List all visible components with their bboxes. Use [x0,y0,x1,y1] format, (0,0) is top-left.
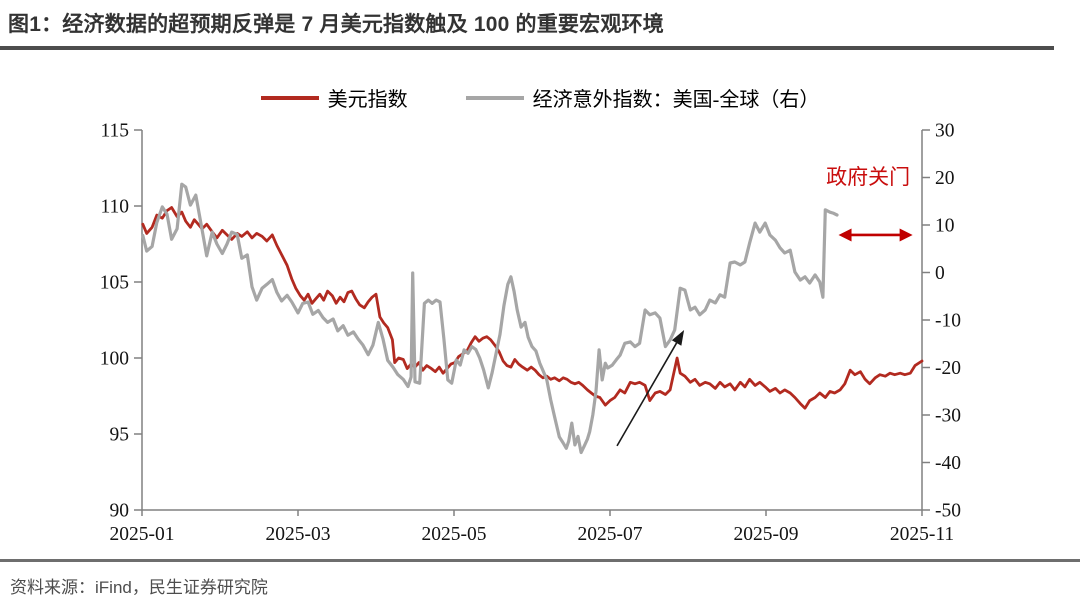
rebound-trend-arrow [616,342,678,447]
legend-label-usd-index: 美元指数 [327,89,408,111]
legend-item-surprise-index: 经济意外指数：美国-全球（右） [465,83,820,112]
right-tick-label: -30 [935,406,961,427]
right-tick-label: -20 [935,358,961,379]
government-shutdown-label: 政府关门 [826,165,910,189]
source-note: 资料来源：iFind，民生证券研究院 [0,559,1080,598]
legend-swatch-usd-index [260,95,319,100]
legend-label-surprise-index: 经济意外指数：美国-全球（右） [532,89,820,111]
legend-swatch-surprise-index [465,95,524,100]
x-tick-label: 2025-03 [266,524,331,545]
chart-legend: 美元指数 经济意外指数：美国-全球（右） [0,83,1080,112]
right-tick-label: 30 [935,121,955,142]
right-tick-label: 10 [935,216,955,237]
right-tick-label: -50 [935,501,961,522]
right-tick-label: 0 [935,263,945,284]
rebound-trend-arrow-head [671,329,685,346]
source-text: 资料来源：iFind，民生证券研究院 [10,578,268,597]
left-tick-label: 105 [100,273,129,294]
x-tick-label: 2025-07 [578,524,643,545]
left-tick-label: 100 [100,349,129,370]
series-line-0 [141,206,924,410]
left-tick-label: 115 [100,121,129,142]
x-tick-label: 2025-01 [110,524,175,545]
left-tick-label: 110 [100,197,129,218]
shutdown-period-arrow-left-head [838,228,852,242]
shutdown-period-arrow-right-head [899,228,913,242]
right-tick-label: -10 [935,311,961,332]
legend-item-usd-index: 美元指数 [260,83,408,112]
series-line-1 [141,182,839,455]
right-tick-label: -40 [935,453,961,474]
left-tick-label: 95 [110,425,130,446]
right-tick-label: 20 [935,168,955,189]
x-tick-label: 2025-05 [422,524,487,545]
x-tick-label: 2025-09 [734,524,799,545]
x-tick-label: 2025-11 [890,524,954,545]
figure-title: 图1：经济数据的超预期反弹是 7 月美元指数触及 100 的重要宏观环境 [0,5,1054,50]
left-tick-label: 90 [110,501,130,522]
